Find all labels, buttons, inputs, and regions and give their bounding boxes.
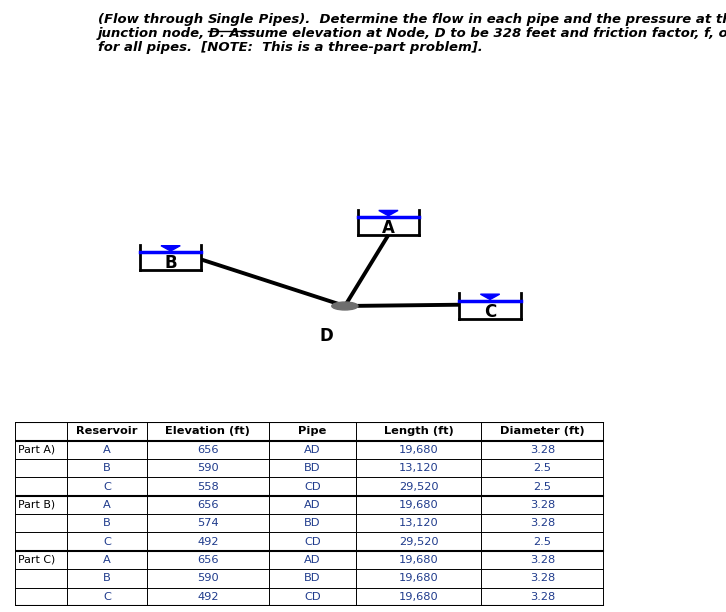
Text: 19,680: 19,680 — [399, 592, 439, 602]
Text: 19,680: 19,680 — [399, 555, 439, 565]
Text: C: C — [103, 592, 111, 602]
Text: AD: AD — [304, 555, 321, 565]
Text: 656: 656 — [197, 555, 219, 565]
Text: 3.28: 3.28 — [530, 573, 555, 583]
Text: Reservoir: Reservoir — [76, 427, 138, 436]
Text: 590: 590 — [197, 463, 219, 473]
Text: D: D — [320, 327, 333, 345]
Text: 2.5: 2.5 — [534, 482, 552, 491]
Text: CD: CD — [304, 482, 321, 491]
Text: Length (ft): Length (ft) — [384, 427, 454, 436]
Text: 656: 656 — [197, 500, 219, 510]
Text: Part B): Part B) — [18, 500, 55, 510]
Text: 3.28: 3.28 — [530, 592, 555, 602]
Text: 590: 590 — [197, 573, 219, 583]
Text: BD: BD — [304, 463, 321, 473]
Text: 558: 558 — [197, 482, 219, 491]
Text: Part C): Part C) — [18, 555, 55, 565]
Text: Single: Single — [208, 13, 254, 26]
Text: 29,520: 29,520 — [399, 537, 439, 547]
Text: Part A): Part A) — [18, 445, 55, 455]
Text: Pipes).  Determine the flow in each pipe and the pressure at the: Pipes). Determine the flow in each pipe … — [254, 13, 726, 26]
Text: B: B — [103, 463, 111, 473]
Text: CD: CD — [304, 537, 321, 547]
Text: 574: 574 — [197, 518, 219, 528]
Text: AD: AD — [304, 445, 321, 455]
Text: 19,680: 19,680 — [399, 445, 439, 455]
Text: 492: 492 — [197, 537, 219, 547]
Text: BD: BD — [304, 573, 321, 583]
Text: 3.28: 3.28 — [530, 500, 555, 510]
Text: C: C — [103, 482, 111, 491]
Polygon shape — [161, 245, 180, 251]
Text: Diameter (ft): Diameter (ft) — [500, 427, 584, 436]
Text: Elevation (ft): Elevation (ft) — [166, 427, 250, 436]
Polygon shape — [379, 211, 398, 216]
Text: 19,680: 19,680 — [399, 500, 439, 510]
Text: junction node, D. Assume elevation at Node, D to be 328 feet and friction factor: junction node, D. Assume elevation at No… — [98, 28, 726, 40]
Text: 3.28: 3.28 — [530, 445, 555, 455]
Text: B: B — [164, 254, 177, 272]
Text: 3.28: 3.28 — [530, 555, 555, 565]
Text: C: C — [103, 537, 111, 547]
Text: A: A — [382, 219, 395, 237]
Text: A: A — [103, 500, 111, 510]
Text: AD: AD — [304, 500, 321, 510]
Text: BD: BD — [304, 518, 321, 528]
Text: (Flow through: (Flow through — [98, 13, 208, 26]
Circle shape — [332, 302, 358, 310]
Text: 2.5: 2.5 — [534, 537, 552, 547]
Text: A: A — [103, 445, 111, 455]
Text: 3.28: 3.28 — [530, 518, 555, 528]
Text: 2.5: 2.5 — [534, 463, 552, 473]
Text: 656: 656 — [197, 445, 219, 455]
Polygon shape — [481, 294, 499, 299]
Text: CD: CD — [304, 592, 321, 602]
Text: B: B — [103, 518, 111, 528]
Text: Pipe: Pipe — [298, 427, 327, 436]
Text: C: C — [484, 302, 496, 321]
Text: 13,120: 13,120 — [399, 518, 439, 528]
Text: B: B — [103, 573, 111, 583]
Text: 29,520: 29,520 — [399, 482, 439, 491]
Text: for all pipes.  [NOTE:  This is a three-part problem].: for all pipes. [NOTE: This is a three-pa… — [98, 42, 483, 54]
Text: A: A — [103, 555, 111, 565]
Text: 492: 492 — [197, 592, 219, 602]
Text: 13,120: 13,120 — [399, 463, 439, 473]
Text: 19,680: 19,680 — [399, 573, 439, 583]
